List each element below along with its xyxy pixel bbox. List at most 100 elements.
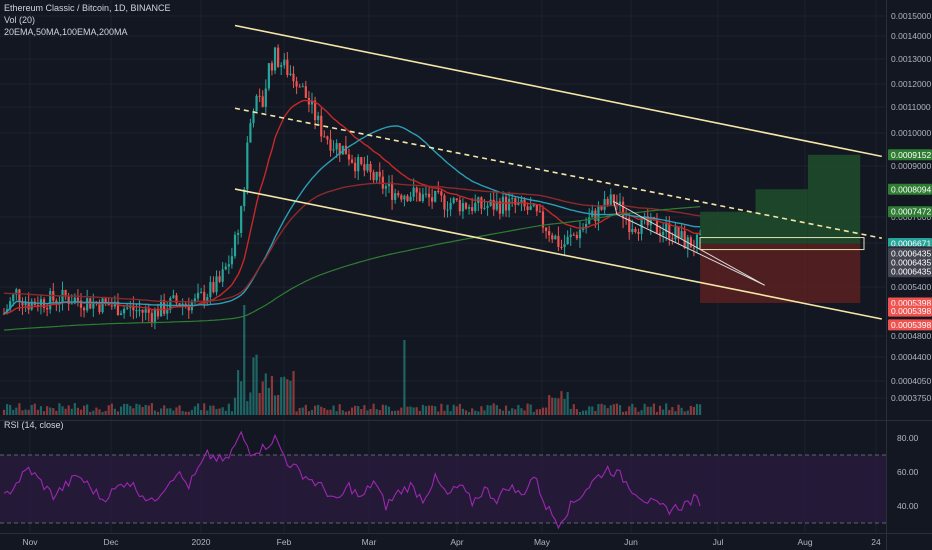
volume-bar [307, 411, 311, 415]
candle-body [594, 210, 597, 222]
candle-body [458, 199, 461, 212]
volume-bar [119, 406, 123, 415]
price-tag-label: 0.0007472 [891, 207, 931, 217]
candle-body [434, 190, 437, 202]
volume-bar [270, 376, 274, 415]
volume-bar [471, 408, 474, 415]
price-tick-label: 0.0009000 [891, 161, 931, 171]
time-tick-label: Mar [362, 537, 377, 547]
volume-bar [193, 406, 197, 415]
volume-bar [129, 405, 132, 415]
candle-body [70, 303, 73, 305]
volume-bar [175, 407, 178, 415]
price-tag-bg [888, 305, 932, 317]
volume-bar [658, 405, 662, 415]
volume-bar [609, 405, 612, 415]
volume-bar [357, 406, 360, 415]
volume-bar [446, 404, 449, 415]
volume-bar [698, 404, 702, 415]
candle-body [603, 198, 606, 210]
candle-body [329, 139, 332, 151]
candle-body [400, 195, 403, 200]
candle-body [541, 211, 545, 228]
volume-bar [495, 405, 498, 415]
candle-body [511, 198, 514, 200]
candle-body [132, 305, 135, 311]
ema-legend: 20EMA,50MA,100EMA,200MA [4, 27, 128, 37]
time-tick-label: Jun [624, 537, 638, 547]
volume-bar [200, 410, 203, 415]
candle-body [597, 206, 600, 222]
candle-body [618, 201, 622, 205]
volume-bar [86, 404, 89, 415]
price-tag-bg [888, 183, 932, 195]
candle-body [390, 182, 394, 200]
volume-legend: Vol (20) [4, 15, 36, 25]
volume-bar [683, 411, 686, 415]
candle-body [520, 199, 523, 203]
volume-bar [677, 404, 680, 415]
candle-body [233, 234, 237, 257]
volume-bar [406, 406, 409, 415]
candle-body [280, 65, 283, 67]
price-tag-bg [888, 149, 932, 161]
volume-bar [76, 407, 80, 415]
candle-body [489, 199, 492, 206]
candle-body [658, 232, 662, 235]
candle-body [270, 63, 274, 71]
candle-body [695, 234, 699, 249]
candle-body [372, 172, 375, 181]
volume-bar [67, 405, 70, 415]
volume-bar [692, 406, 696, 415]
volume-bar [621, 411, 625, 415]
rsi-tick-label: 80.00 [897, 433, 919, 443]
candle-body [474, 202, 477, 211]
volume-bar [640, 410, 643, 415]
candle-body [369, 163, 372, 173]
candle-body [129, 305, 132, 308]
candle-body [606, 198, 609, 205]
candle-body [301, 86, 304, 88]
candle-body [123, 308, 126, 314]
price-tick-label: 0.0010000 [891, 128, 931, 138]
volume-bar [501, 410, 505, 415]
volume-bar [104, 411, 107, 415]
stop-zone-2 [755, 243, 808, 304]
volume-bar [24, 409, 27, 415]
volume-bar [144, 404, 147, 415]
volume-bar [665, 403, 668, 415]
volume-bar [443, 410, 446, 415]
volume-bar [110, 403, 113, 415]
volume-bar [566, 392, 569, 415]
volume-bar [27, 409, 30, 415]
volume-bar [578, 411, 582, 415]
candle-body [76, 297, 80, 301]
target-zone-3 [807, 154, 861, 244]
candle-body [98, 303, 101, 313]
candle-body [631, 228, 634, 233]
candle-body [544, 227, 548, 232]
candle-body [350, 159, 354, 163]
volume-bar [606, 408, 609, 415]
candle-body [2, 313, 6, 315]
candle-body [166, 309, 169, 314]
candle-body [218, 276, 221, 282]
candle-body [101, 298, 104, 313]
candle-body [15, 289, 18, 295]
volume-bar [255, 354, 258, 415]
candle-body [412, 187, 415, 197]
volume-bar [689, 405, 692, 415]
volume-bar [646, 406, 649, 415]
candle-body [249, 123, 252, 143]
volume-bar [243, 305, 246, 415]
candle-body [461, 203, 465, 212]
volume-bar [360, 409, 363, 415]
candle-body [135, 310, 138, 312]
volume-bar [283, 376, 286, 415]
candle-body [203, 291, 206, 303]
candle-body [437, 190, 440, 192]
volume-bar [132, 408, 135, 415]
volume-bar [252, 357, 255, 415]
volume-bar [98, 409, 101, 415]
